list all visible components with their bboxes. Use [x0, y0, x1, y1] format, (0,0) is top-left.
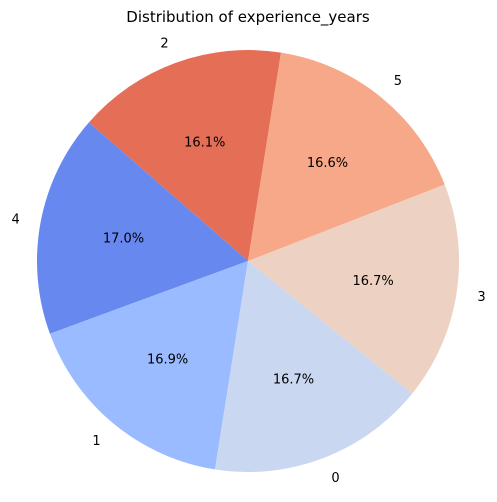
pie-slice-3 [248, 184, 460, 394]
pct-label-4: 17.0% [103, 232, 144, 247]
category-label-5: 5 [394, 74, 402, 89]
pie-slice-5 [248, 52, 445, 261]
category-label-1: 1 [92, 434, 100, 449]
pct-label-2: 16.1% [184, 136, 225, 151]
category-label-4: 4 [11, 212, 19, 227]
pie-slice-4 [37, 122, 249, 334]
category-label-0: 0 [331, 471, 339, 486]
category-label-3: 3 [477, 290, 485, 305]
pie-slice-1 [49, 261, 249, 470]
percentage-labels: 16.1% 17.0% 16.9% 16.7% 16.7% 16.6% [103, 136, 394, 388]
category-label-2: 2 [160, 36, 168, 51]
pct-label-5: 16.6% [307, 156, 348, 171]
pct-label-1: 16.9% [147, 352, 188, 367]
pie-slices [37, 50, 460, 472]
pie-slice-2 [88, 50, 282, 261]
pct-label-3: 16.7% [352, 274, 393, 289]
chart-title: Distribution of experience_years [126, 8, 370, 27]
pie-slice-0 [214, 261, 413, 472]
pct-label-0: 16.7% [273, 373, 314, 388]
category-labels: 2 4 1 0 3 5 [11, 36, 485, 486]
